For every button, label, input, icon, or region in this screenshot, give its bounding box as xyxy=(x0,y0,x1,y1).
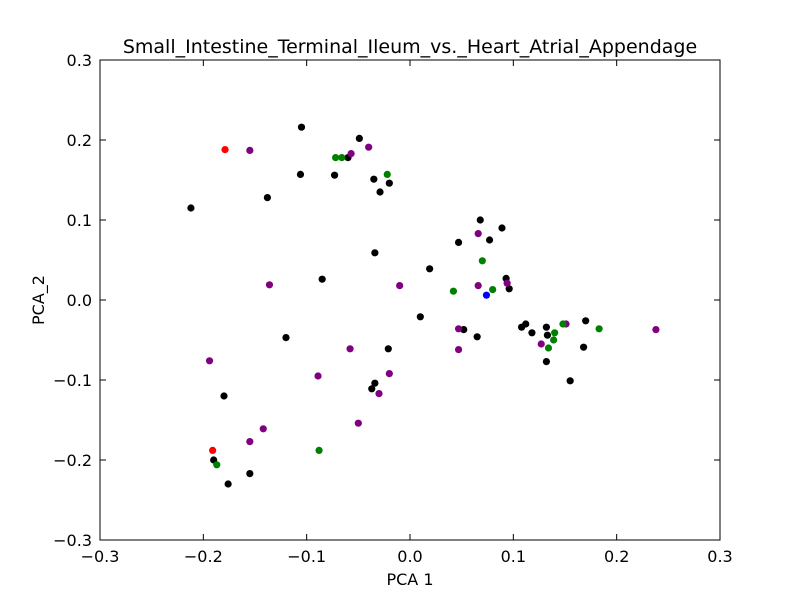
axis-ticks: −0.3 −0.2 −0.1 0.0 0.1 0.2 0.3 −0.3 −0.2 −0.1 0.0 0… xyxy=(53,51,733,566)
data-point xyxy=(416,313,424,321)
data-points xyxy=(187,123,660,488)
x-axis-label: PCA 1 xyxy=(386,570,433,589)
data-point xyxy=(498,224,506,232)
data-point xyxy=(566,377,574,385)
data-point xyxy=(296,170,305,178)
data-point xyxy=(385,179,393,187)
data-point xyxy=(505,285,513,293)
data-point xyxy=(346,345,354,353)
y-tick-label: 0.3 xyxy=(67,51,92,70)
data-point xyxy=(265,281,274,289)
data-point xyxy=(213,461,221,469)
data-point xyxy=(478,257,486,265)
plot-frame xyxy=(99,59,721,541)
data-point xyxy=(489,286,497,294)
data-point xyxy=(559,320,567,328)
data-point xyxy=(330,171,339,179)
data-point xyxy=(209,446,217,454)
data-point xyxy=(282,334,290,342)
data-point xyxy=(449,287,457,295)
plot-area xyxy=(100,60,720,540)
x-tick-label: −0.3 xyxy=(81,547,120,566)
data-point xyxy=(518,323,526,331)
data-point xyxy=(474,282,482,290)
data-point xyxy=(371,379,379,387)
data-point xyxy=(473,333,481,341)
data-point xyxy=(383,170,391,178)
data-point xyxy=(503,279,511,287)
data-point xyxy=(314,372,322,380)
data-point xyxy=(537,340,545,348)
data-point xyxy=(595,325,603,333)
series-0 xyxy=(187,123,590,488)
data-point xyxy=(580,343,588,351)
data-point xyxy=(246,470,254,478)
data-point xyxy=(544,344,553,352)
y-tick-label: −0.3 xyxy=(53,531,92,550)
data-point xyxy=(315,446,323,454)
data-point xyxy=(426,265,434,273)
data-point xyxy=(368,385,376,393)
y-tick-label: 0.2 xyxy=(67,131,92,150)
y-tick-label: 0.1 xyxy=(67,211,92,230)
data-point xyxy=(221,146,229,154)
data-point xyxy=(454,238,463,246)
data-point xyxy=(347,150,355,158)
data-point xyxy=(375,390,383,398)
data-point xyxy=(376,188,384,196)
data-point xyxy=(246,146,254,154)
data-point xyxy=(482,291,491,299)
data-point xyxy=(474,230,482,238)
data-point xyxy=(582,317,590,325)
data-point xyxy=(371,249,379,257)
data-point xyxy=(224,480,232,488)
data-point xyxy=(454,325,463,333)
x-tick-label: 0.0 xyxy=(397,547,422,566)
data-point xyxy=(187,204,195,212)
data-point xyxy=(385,370,393,378)
data-point xyxy=(297,123,306,131)
data-point xyxy=(550,336,558,344)
data-point xyxy=(259,425,267,433)
data-point xyxy=(205,357,214,365)
y-tick-label: −0.2 xyxy=(53,451,92,470)
data-point xyxy=(485,236,494,244)
data-point xyxy=(396,282,404,290)
data-point xyxy=(332,154,340,162)
x-tick-label: 0.2 xyxy=(604,547,629,566)
data-point xyxy=(652,326,660,334)
data-point xyxy=(263,194,271,202)
y-tick-label: 0.0 xyxy=(67,291,92,310)
data-point xyxy=(528,329,536,337)
y-axis-label: PCA_2 xyxy=(29,275,49,325)
series-2 xyxy=(213,154,603,469)
data-point xyxy=(476,216,484,224)
data-point xyxy=(370,175,378,183)
data-point xyxy=(384,345,392,353)
x-tick-label: −0.2 xyxy=(184,547,223,566)
x-tick-label: 0.1 xyxy=(501,547,526,566)
data-point xyxy=(542,323,551,331)
data-point xyxy=(220,392,228,400)
x-tick-label: 0.3 xyxy=(707,547,732,566)
series-4 xyxy=(482,291,491,299)
data-point xyxy=(354,419,362,427)
data-point xyxy=(246,438,254,446)
data-point xyxy=(365,143,373,151)
data-point xyxy=(543,331,552,339)
chart-title: Small_Intestine_Terminal_Ileum_vs._Heart… xyxy=(123,36,697,58)
x-tick-label: −0.1 xyxy=(287,547,326,566)
data-point xyxy=(338,154,346,162)
data-point xyxy=(551,329,559,337)
series-1 xyxy=(205,143,660,446)
y-tick-label: −0.1 xyxy=(53,371,92,390)
data-point xyxy=(454,346,463,354)
data-point xyxy=(318,275,326,283)
data-point xyxy=(355,134,363,142)
series-3 xyxy=(209,146,229,454)
data-point xyxy=(542,358,551,366)
